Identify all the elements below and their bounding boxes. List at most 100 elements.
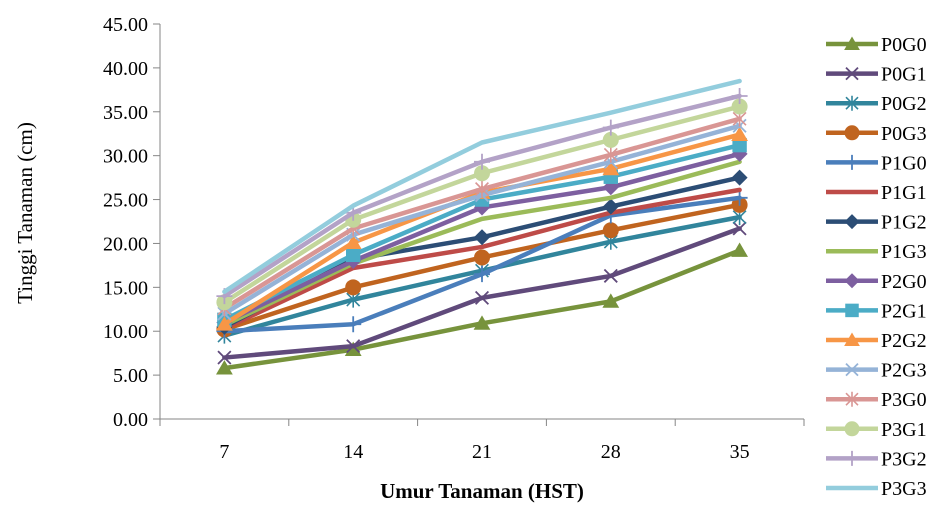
y-tick-label: 25.00: [103, 190, 148, 212]
legend-marker: [845, 391, 859, 407]
y-tick-label: 10.00: [103, 321, 148, 343]
y-tick-label: 5.00: [113, 365, 148, 387]
legend-label: P3G0: [881, 389, 927, 411]
legend-item-p3g1: P3G1: [826, 419, 927, 441]
data-point-p3g2: [731, 87, 748, 104]
legend-item-p1g2: P1G2: [826, 212, 927, 234]
data-point-p3g1: [474, 165, 490, 182]
legend-marker: [844, 450, 860, 466]
series-p1g3: [222, 159, 742, 328]
legend-item-p2g0: P2G0: [826, 271, 927, 293]
legend-label: P2G3: [881, 360, 927, 382]
data-point-p1g0: [731, 189, 748, 206]
series-p1g0: [216, 189, 748, 340]
data-point-p0g0: [731, 242, 748, 257]
legend-label: P1G1: [881, 182, 927, 204]
data-point-p3g1: [602, 131, 619, 148]
data-point-p3g2: [474, 153, 490, 170]
legend-label: P3G1: [881, 419, 927, 441]
data-point-p2g1: [346, 247, 361, 263]
legend-label: P0G1: [881, 64, 927, 86]
x-axis: 7 14 21 28 35: [159, 418, 805, 463]
legend-item-p0g2: P0G2: [826, 93, 927, 115]
legend: P0G0 P0G1 P0G2 P0G3 P1G0 P1G1 P1G2 P1G3 P2G0 P2G1…: [826, 34, 927, 500]
data-point-p3g1: [731, 98, 748, 115]
data-point-p3g0: [475, 181, 489, 198]
legend-label: P1G0: [881, 152, 927, 174]
data-point-p3g0: [603, 146, 618, 163]
legend-marker: [845, 303, 859, 318]
y-tick-label: 20.00: [103, 233, 148, 255]
legend-label: P2G1: [881, 300, 927, 322]
data-point-p2g2: [344, 234, 362, 249]
x-tick-label: 35: [730, 441, 750, 463]
legend-label: P0G2: [881, 93, 927, 115]
data-point-p0g3: [602, 222, 619, 239]
legend-marker: [845, 362, 859, 377]
series-line-p3g3: [222, 78, 742, 294]
data-point-p2g1: [732, 137, 747, 153]
legend-item-p0g0: P0G0: [826, 34, 927, 56]
data-point-p0g1: [217, 350, 232, 365]
legend-marker: [845, 95, 859, 111]
plot-area: [216, 78, 748, 375]
series-p3g1: [216, 98, 748, 311]
data-point-p1g0: [474, 266, 490, 283]
legend-item-p0g3: P0G3: [826, 123, 927, 145]
x-axis-label: Umur Tanaman (HST): [380, 479, 584, 503]
series-p0g0: [216, 242, 748, 375]
series-p0g1: [217, 221, 747, 365]
legend-marker: [844, 273, 860, 289]
x-tick-label: 7: [219, 441, 229, 463]
legend-item-p1g0: P1G0: [826, 152, 927, 174]
legend-marker: [845, 66, 859, 81]
legend-item-p3g2: P3G2: [826, 448, 927, 470]
data-point-p1g2: [602, 198, 619, 215]
x-tick-label: 21: [472, 441, 492, 463]
legend-item-p2g3: P2G3: [826, 360, 927, 382]
x-tick-label: 14: [343, 441, 363, 463]
data-point-p2g2: [731, 126, 748, 141]
y-axis-label: Tinggi Tanaman (cm): [13, 122, 37, 304]
y-tick-label: 30.00: [103, 146, 148, 168]
data-point-p3g2: [602, 119, 619, 136]
legend-item-p0g1: P0G1: [826, 64, 927, 86]
series-p3g3: [222, 78, 742, 294]
data-point-p0g0: [344, 341, 362, 357]
legend-marker: [844, 332, 860, 346]
legend-label: P2G2: [881, 330, 927, 352]
legend-label: P1G2: [881, 212, 927, 234]
x-tick-label: 28: [601, 441, 621, 463]
data-point-p1g2: [474, 229, 490, 246]
y-tick-label: 0.00: [113, 409, 148, 431]
data-point-p0g1: [346, 339, 361, 354]
legend-item-p3g0: P3G0: [826, 389, 927, 411]
data-point-p0g0: [473, 315, 491, 330]
series-p1g1: [222, 187, 742, 331]
series-line-p1g1: [222, 187, 742, 331]
data-point-p0g0: [602, 293, 620, 308]
data-point-p1g0: [345, 316, 362, 333]
legend-label: P0G0: [881, 34, 927, 56]
data-point-p0g3: [345, 279, 362, 296]
data-point-p0g1: [603, 268, 618, 283]
data-point-p0g1: [732, 221, 747, 236]
data-point-p0g3: [474, 249, 490, 266]
data-point-p2g2: [216, 316, 233, 331]
legend-item-p2g1: P2G1: [826, 300, 927, 322]
legend-label: P3G3: [881, 478, 927, 500]
data-point-p0g1: [474, 290, 490, 305]
data-point-p0g0: [216, 360, 233, 375]
legend-marker: [844, 154, 860, 170]
legend-marker: [844, 125, 860, 141]
y-tick-label: 15.00: [103, 277, 148, 299]
legend-marker: [844, 36, 860, 50]
legend-label: P1G3: [881, 241, 927, 263]
legend-label: P2G0: [881, 271, 927, 293]
legend-label: P0G3: [881, 123, 927, 145]
legend-item-p3g3: P3G3: [826, 478, 927, 500]
legend-marker: [844, 421, 860, 437]
data-point-p2g2: [602, 160, 620, 176]
legend-item-p1g1: P1G1: [826, 182, 927, 204]
